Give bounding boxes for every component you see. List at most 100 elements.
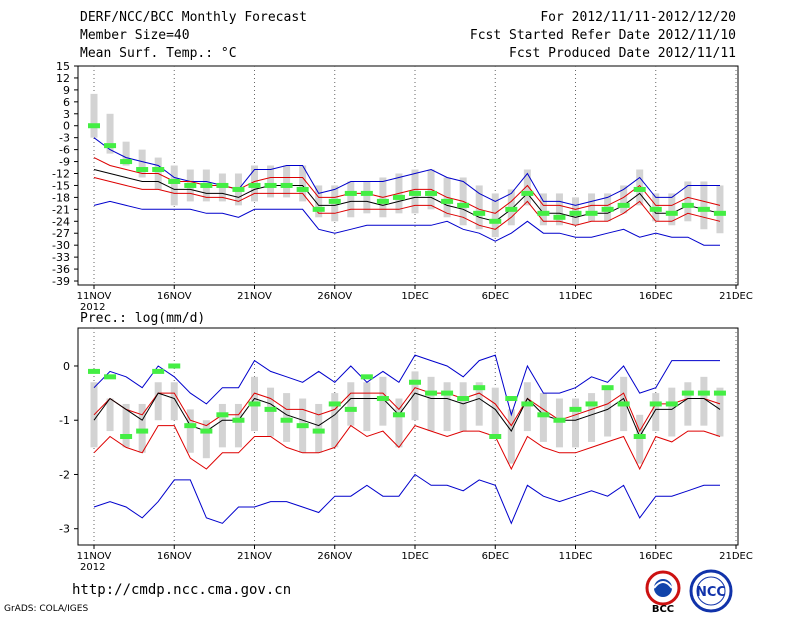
- observed-marker: [280, 182, 293, 188]
- observed-marker: [296, 423, 309, 429]
- y-tick-label: -33: [52, 251, 70, 264]
- member-size: Member Size=40: [80, 28, 190, 43]
- spread-bar: [459, 382, 467, 432]
- spread-bar: [347, 181, 355, 218]
- observed-marker: [392, 194, 405, 200]
- observed-marker: [152, 167, 165, 173]
- y-tick-label: 15: [56, 60, 70, 73]
- y-tick-label: -12: [52, 168, 70, 181]
- observed-marker: [152, 368, 165, 374]
- spread-bar: [202, 420, 210, 459]
- spread-bar: [411, 371, 419, 421]
- spread-bar: [347, 382, 355, 426]
- y-tick-label: -9: [59, 156, 70, 169]
- observed-marker: [713, 390, 726, 396]
- x-tick-label: 21DEC: [719, 551, 753, 562]
- x-tick-label: 26NOV: [317, 551, 352, 562]
- observed-marker: [553, 214, 566, 220]
- spread-bar: [636, 414, 644, 464]
- y-tick-label: -30: [52, 239, 70, 252]
- observed-marker: [441, 390, 454, 396]
- series-line-upper: [93, 354, 720, 417]
- x-tick-label: 11DEC: [559, 551, 593, 562]
- spread-bar: [491, 193, 499, 238]
- y-tick-label: -21: [52, 203, 70, 216]
- observed-marker: [248, 401, 261, 407]
- observed-marker: [649, 206, 662, 212]
- observed-marker: [505, 396, 518, 402]
- spread-bar: [620, 185, 628, 214]
- year-label: 2012: [80, 302, 105, 313]
- y-tick-label: -2: [59, 468, 70, 481]
- panel2-title: Prec.: log(mm/d): [80, 311, 205, 326]
- observed-marker: [120, 159, 133, 165]
- y-tick-label: -3: [59, 132, 70, 145]
- observed-marker: [409, 190, 421, 196]
- observed-marker: [280, 417, 293, 423]
- spread-bar: [684, 181, 692, 222]
- observed-marker: [184, 423, 197, 429]
- observed-marker: [216, 412, 229, 418]
- y-tick-label: -15: [52, 179, 70, 192]
- spread-bar: [700, 376, 708, 426]
- year-label: 2012: [80, 562, 105, 573]
- observed-marker: [264, 182, 277, 188]
- spread-bar: [331, 393, 339, 448]
- observed-marker: [473, 385, 486, 391]
- spread-bar: [138, 403, 146, 453]
- forecast-period: For 2012/11/11-2012/12/20: [540, 10, 736, 25]
- observed-marker: [697, 206, 710, 212]
- observed-marker: [264, 406, 277, 412]
- spread-bar: [267, 387, 275, 437]
- observed-marker: [681, 390, 694, 396]
- observed-marker: [328, 401, 341, 407]
- observed-marker: [569, 406, 582, 412]
- spread-bar: [507, 409, 515, 464]
- x-tick-label: 1DEC: [401, 291, 428, 302]
- spread-bar: [218, 403, 226, 448]
- observed-marker: [248, 182, 261, 188]
- observed-marker: [665, 401, 678, 407]
- footer-url[interactable]: http://cmdp.ncc.cma.gov.cn: [72, 582, 292, 598]
- x-tick-label: 16DEC: [639, 291, 673, 302]
- spread-bar: [539, 393, 547, 442]
- observed-marker: [617, 202, 630, 208]
- spread-bar: [668, 193, 676, 226]
- spread-bar: [186, 409, 194, 453]
- spread-bar: [555, 398, 563, 448]
- observed-marker: [537, 412, 550, 418]
- x-tick-label: 11DEC: [559, 291, 593, 302]
- spread-bar: [539, 193, 547, 226]
- series-line-mean: [93, 392, 721, 438]
- observed-marker: [232, 417, 245, 423]
- observed-marker: [200, 428, 213, 434]
- spread-bar: [572, 398, 579, 448]
- spread-bar: [588, 193, 596, 222]
- observed-marker: [344, 406, 357, 412]
- spread-bar: [138, 149, 146, 178]
- bcc-logo: BCC: [645, 570, 681, 614]
- spread-bar: [90, 93, 98, 138]
- spread-bar: [668, 387, 676, 437]
- spread-bar: [716, 387, 724, 437]
- svg-text:NCC: NCC: [696, 585, 726, 600]
- observed-marker: [409, 379, 421, 385]
- spread-bar: [716, 185, 724, 234]
- observed-marker: [184, 182, 197, 188]
- series-line-lower: [93, 200, 720, 246]
- observed-marker: [88, 123, 100, 129]
- observed-marker: [585, 210, 598, 216]
- observed-marker: [136, 428, 149, 434]
- spread-bar: [299, 165, 307, 202]
- observed-marker: [633, 186, 646, 192]
- observed-marker: [392, 412, 405, 418]
- spread-bar: [475, 382, 483, 426]
- spread-bar: [283, 165, 291, 198]
- spread-bar: [475, 185, 483, 230]
- spread-bar: [379, 376, 387, 426]
- plot-frame: [77, 327, 739, 546]
- observed-marker: [665, 210, 678, 216]
- observed-marker: [425, 390, 438, 396]
- x-tick-label: 26NOV: [317, 291, 352, 302]
- observed-marker: [697, 390, 710, 396]
